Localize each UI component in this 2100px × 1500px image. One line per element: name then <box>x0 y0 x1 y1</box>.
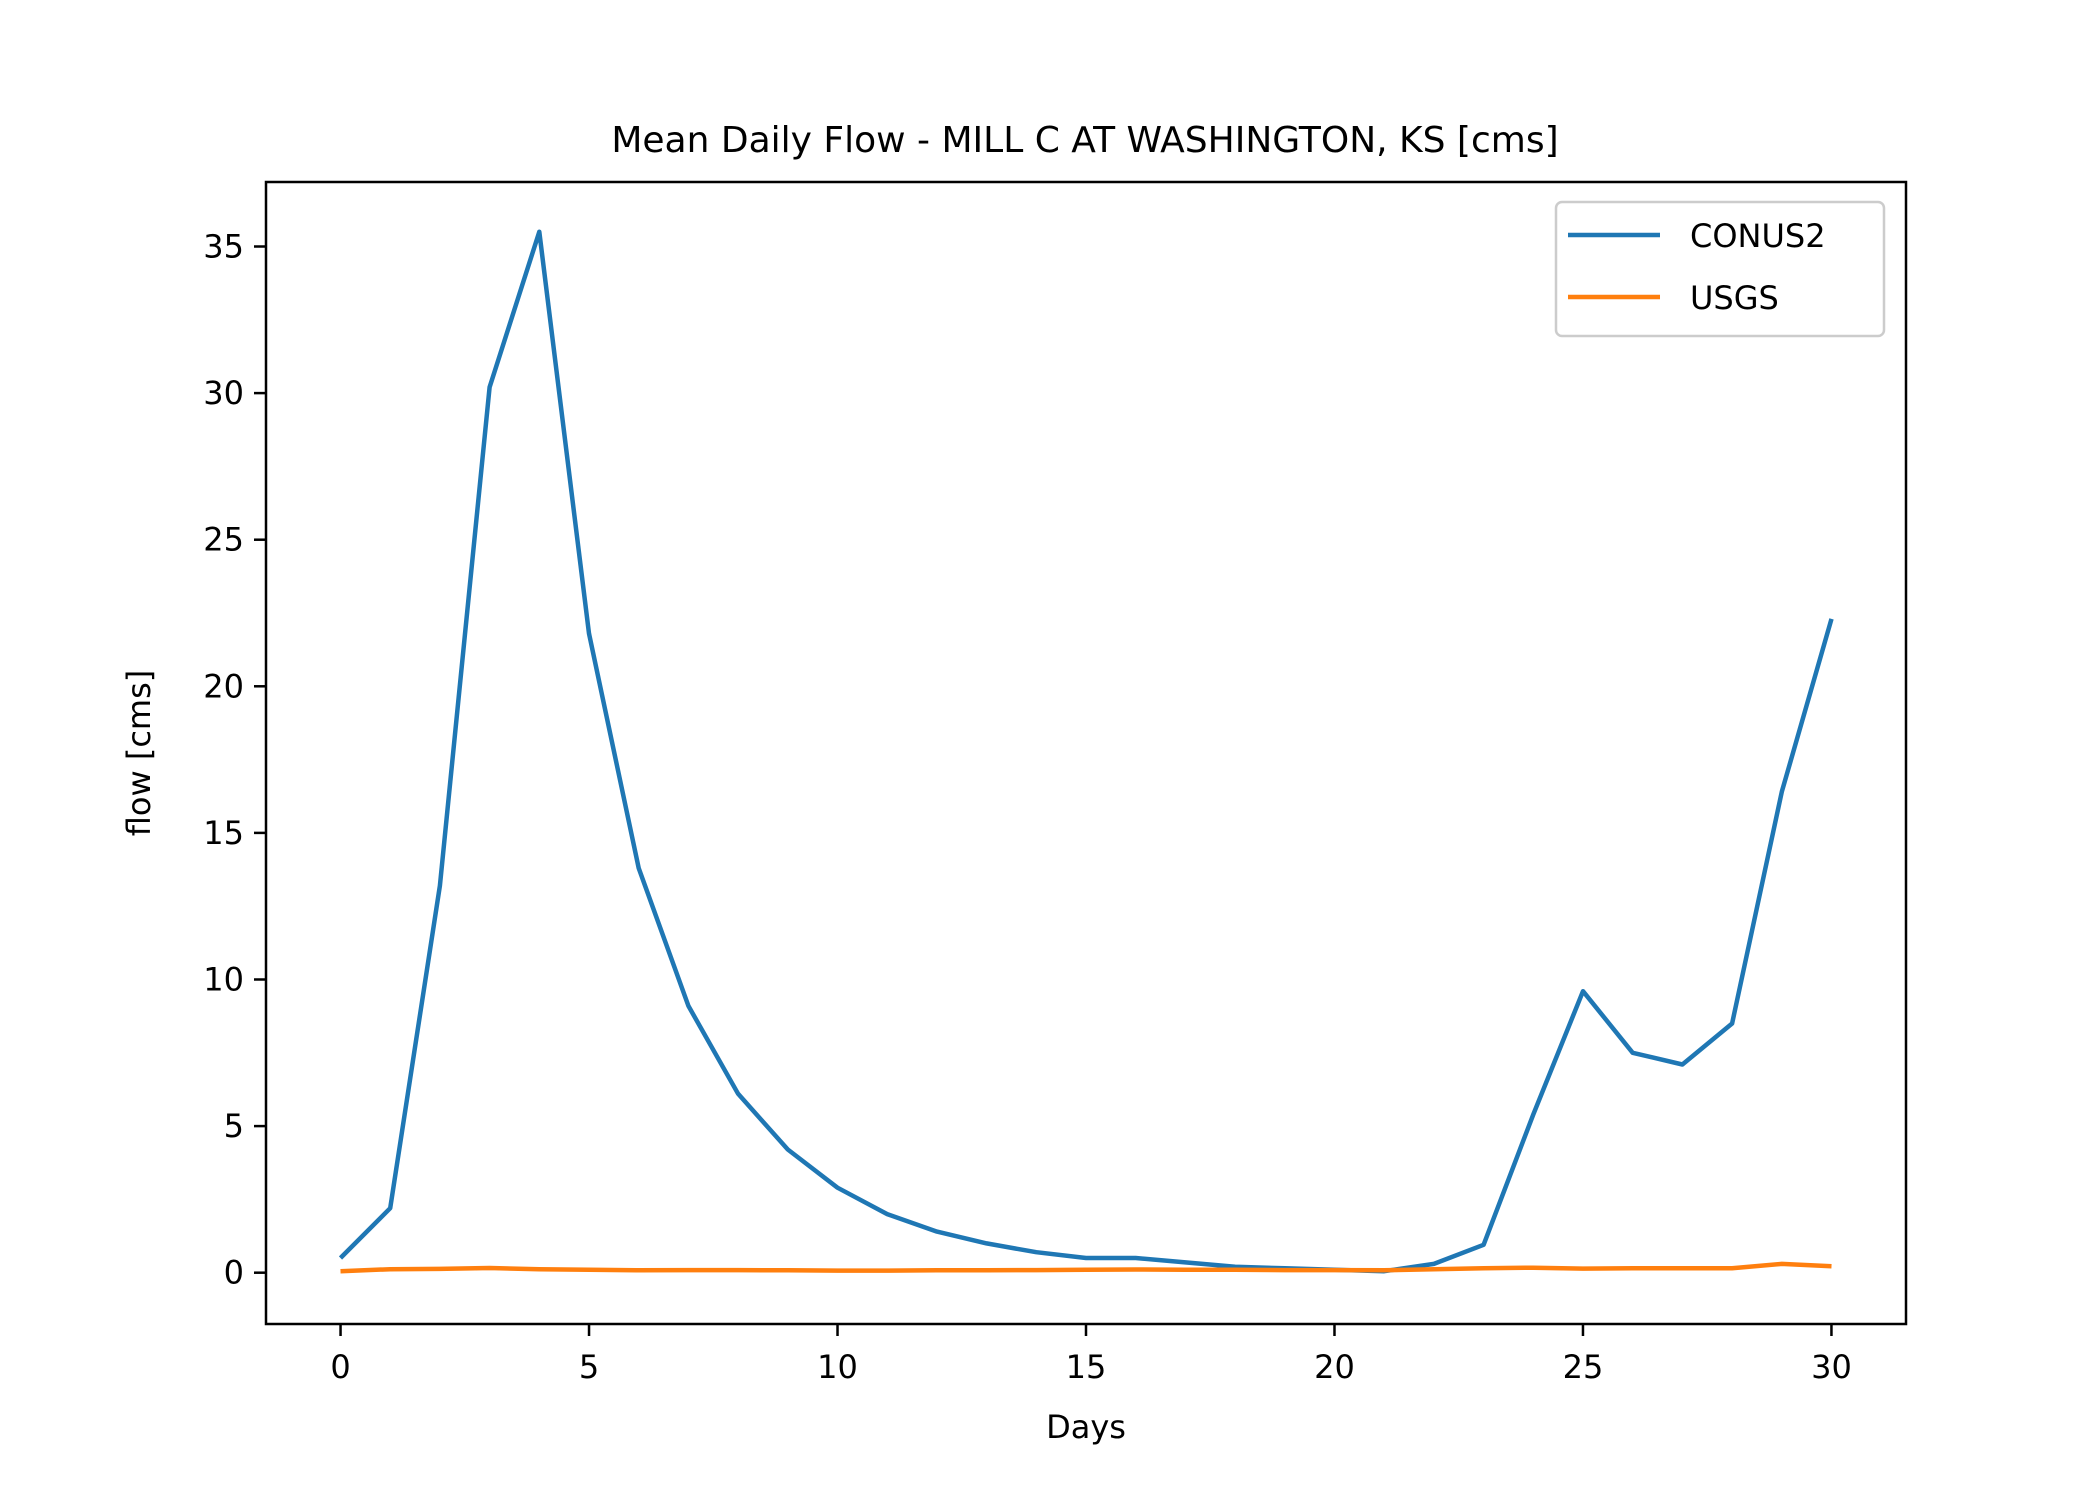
x-tick-label: 15 <box>1066 1348 1107 1386</box>
x-tick-label: 10 <box>817 1348 858 1386</box>
y-tick-label: 5 <box>224 1107 244 1145</box>
y-axis-label: flow [cms] <box>120 670 158 836</box>
x-axis-label: Days <box>1046 1408 1126 1446</box>
y-tick-label: 15 <box>203 814 244 852</box>
x-tick-label: 20 <box>1314 1348 1355 1386</box>
y-tick-label: 0 <box>224 1254 244 1292</box>
x-tick-label: 0 <box>330 1348 350 1386</box>
y-tick-label: 20 <box>203 667 244 705</box>
chart-title: Mean Daily Flow - MILL C AT WASHINGTON, … <box>611 120 1558 161</box>
y-tick-label: 10 <box>203 960 244 998</box>
series-layer <box>338 229 1834 1274</box>
y-tick-label: 25 <box>203 521 244 559</box>
legend: CONUS2 USGS <box>1554 200 1886 338</box>
x-axis-ticks: 0 5 10 15 20 25 30 <box>330 1324 1852 1386</box>
legend-label-conus2: CONUS2 <box>1690 217 1826 255</box>
series-line-usgs <box>340 1261 1832 1274</box>
y-axis-ticks: 0 5 10 15 20 25 30 35 <box>203 228 266 1292</box>
legend-label-usgs: USGS <box>1690 279 1779 317</box>
y-tick-label: 30 <box>203 374 244 412</box>
x-tick-label: 30 <box>1811 1348 1852 1386</box>
series-line-conus2 <box>338 229 1834 1274</box>
x-tick-label: 5 <box>579 1348 599 1386</box>
x-tick-label: 25 <box>1563 1348 1604 1386</box>
y-tick-label: 35 <box>203 228 244 266</box>
